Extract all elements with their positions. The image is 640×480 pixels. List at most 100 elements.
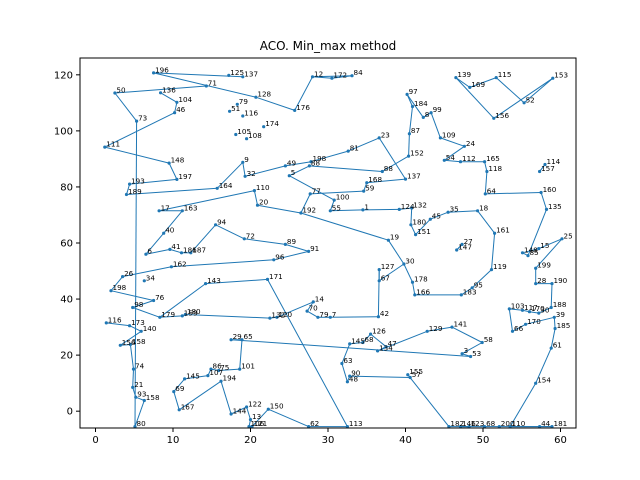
city-label: 114 [547, 157, 561, 166]
city-label: 79 [319, 310, 329, 319]
city-point [361, 208, 365, 212]
city-label: 19 [390, 233, 400, 242]
tour-edge [178, 380, 222, 411]
tour-edge [132, 307, 160, 318]
tour-edge [330, 209, 363, 212]
city-label: 137 [407, 172, 421, 181]
tour-edge [122, 266, 172, 278]
x-tick-label: 30 [322, 435, 335, 446]
city-point [238, 367, 242, 371]
tour-edge [134, 400, 145, 427]
city-point [552, 315, 556, 319]
city-label: 117 [524, 303, 538, 312]
city-label: 161 [496, 226, 510, 235]
city-point [175, 177, 179, 181]
tour-edge [306, 301, 314, 312]
city-point [241, 114, 245, 118]
city-label: 88 [311, 158, 321, 167]
city-label: 196 [155, 65, 169, 74]
tour-edge [471, 269, 492, 289]
city-point [369, 332, 373, 336]
tour-edge [309, 165, 383, 172]
city-label: 24 [466, 139, 476, 148]
city-point [134, 395, 138, 399]
city-point [228, 109, 232, 113]
tour-edge [484, 171, 488, 194]
tour-edge [406, 94, 424, 118]
city-label: 172 [333, 71, 347, 80]
city-label: 115 [498, 70, 512, 79]
tour-edge [158, 190, 255, 212]
tour-edge [246, 406, 251, 420]
city-point [537, 247, 541, 251]
city-point [189, 251, 193, 255]
city-point [470, 286, 474, 290]
tour-edge [171, 259, 274, 268]
city-point [483, 160, 487, 164]
city-label: 27 [464, 237, 473, 246]
city-point [386, 238, 390, 242]
city-label: 20 [259, 198, 269, 207]
city-point [421, 115, 425, 119]
city-point [534, 282, 538, 286]
city-point [483, 425, 487, 429]
tour-edge [220, 381, 232, 415]
city-label: 186 [183, 245, 197, 254]
tour-edge [491, 233, 496, 270]
city-label: 150 [270, 402, 284, 411]
tour-edge [407, 374, 450, 427]
city-label: 136 [162, 85, 176, 94]
tour-edge [538, 238, 563, 250]
tour-edge [495, 77, 525, 104]
city-point [283, 164, 287, 168]
city-label: 55 [332, 203, 341, 212]
city-point [254, 95, 258, 99]
city-point [460, 242, 464, 246]
city-label: 47 [388, 339, 397, 348]
city-label: 8 [425, 110, 430, 119]
tour-edge [550, 283, 553, 308]
city-label: 81 [350, 144, 359, 153]
city-label: 5 [291, 168, 296, 177]
tour-edge [132, 387, 137, 398]
city-point [348, 374, 352, 378]
city-point [121, 275, 125, 279]
tour-edge [173, 391, 180, 410]
x-tick-label: 40 [399, 435, 412, 446]
city-point [307, 425, 311, 429]
tour-edge [114, 85, 207, 94]
city-label: 9 [244, 155, 249, 164]
city-point [402, 262, 406, 266]
city-label: 62 [310, 419, 319, 428]
tour-edge [190, 224, 216, 254]
tour-edge [550, 328, 556, 349]
city-point [308, 192, 312, 196]
tour-edge [268, 408, 309, 428]
city-label: 94 [217, 217, 227, 226]
city-point [550, 282, 554, 286]
city-label: 86 [213, 362, 223, 371]
tour-edge [114, 92, 137, 122]
tour-edge [218, 368, 240, 371]
tour-edge [387, 239, 405, 265]
city-point [152, 298, 156, 303]
city-label: 180 [187, 307, 201, 316]
city-point [425, 329, 429, 333]
city-point [180, 209, 184, 213]
tour-edge [410, 207, 413, 225]
city-label: 167 [181, 402, 195, 411]
city-point [328, 209, 332, 213]
city-label: 69 [175, 384, 185, 393]
city-point [328, 315, 332, 319]
tour-edge [289, 175, 335, 201]
city-point [442, 158, 446, 162]
city-label: 179 [161, 310, 175, 319]
tour-edge [205, 278, 268, 285]
x-axis-ticks: 0 10 20 30 40 50 60 [92, 428, 567, 446]
city-point [407, 132, 411, 136]
city-point [135, 119, 139, 123]
city-point [406, 373, 410, 377]
city-point [549, 305, 553, 310]
tour-edges [104, 72, 563, 428]
city-point [489, 268, 494, 272]
